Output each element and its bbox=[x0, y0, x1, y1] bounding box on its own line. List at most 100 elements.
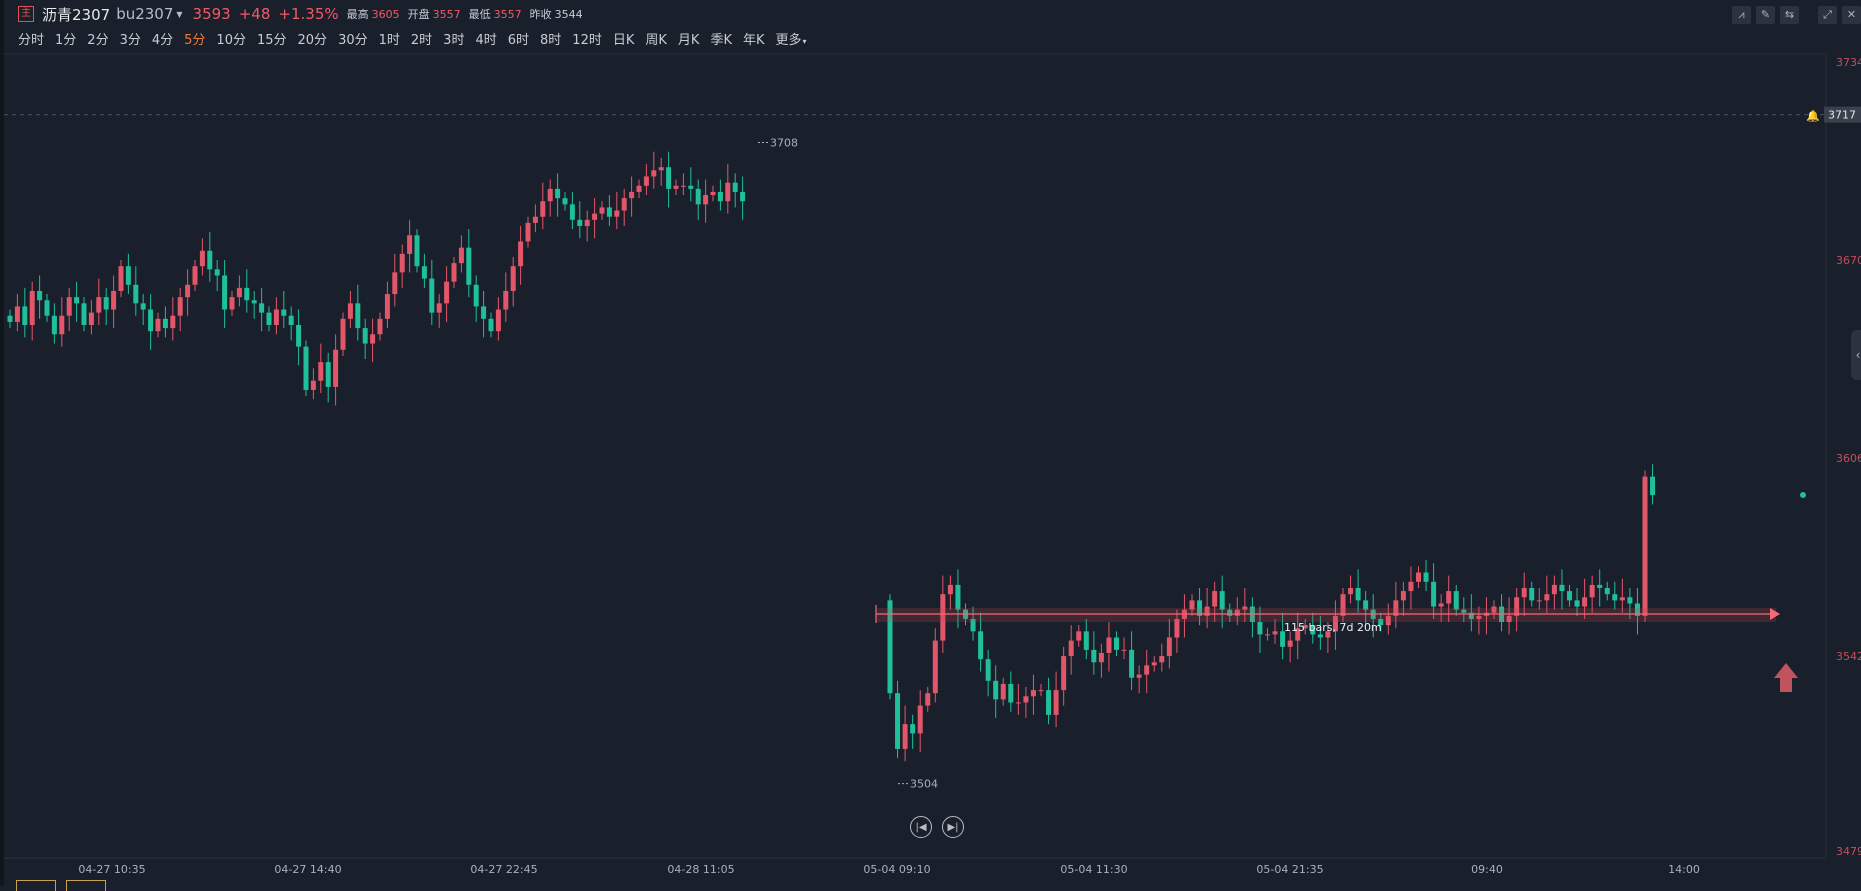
symbol-code[interactable]: bu2307 bbox=[116, 5, 174, 23]
seg1-candle[interactable] bbox=[399, 253, 405, 273]
seg2-candle[interactable] bbox=[1189, 600, 1195, 610]
seg1-candle[interactable] bbox=[74, 297, 80, 304]
seg1-candle[interactable] bbox=[555, 188, 561, 199]
seg1-candle[interactable] bbox=[481, 306, 487, 319]
seg1-candle[interactable] bbox=[192, 266, 198, 285]
seg1-candle[interactable] bbox=[7, 315, 13, 322]
seg1-candle[interactable] bbox=[29, 290, 35, 325]
side-panel-toggle[interactable]: ‹ bbox=[1851, 330, 1861, 380]
seg2-candle[interactable] bbox=[1582, 597, 1588, 607]
seg1-candle[interactable] bbox=[333, 349, 339, 387]
timeframe-0[interactable]: 分时 bbox=[18, 33, 45, 48]
seg1-candle[interactable] bbox=[495, 309, 501, 332]
close-icon[interactable]: ✕ bbox=[1842, 6, 1861, 24]
seg2-candle[interactable] bbox=[917, 705, 923, 734]
timeframe-13[interactable]: 4时 bbox=[475, 33, 497, 48]
seg2-candle[interactable] bbox=[970, 618, 976, 632]
timeframe-9[interactable]: 30分 bbox=[338, 33, 368, 48]
seg1-candle[interactable] bbox=[377, 318, 383, 335]
seg1-candle[interactable] bbox=[251, 300, 257, 304]
seg1-candle[interactable] bbox=[577, 219, 583, 226]
seg1-candle[interactable] bbox=[725, 182, 731, 202]
seg1-candle[interactable] bbox=[621, 198, 627, 211]
seg1-candle[interactable] bbox=[347, 303, 353, 319]
seg1-candle[interactable] bbox=[199, 250, 205, 267]
seg1-candle[interactable] bbox=[695, 188, 701, 205]
seg1-candle[interactable] bbox=[355, 303, 361, 329]
timeframe-5[interactable]: 5分 bbox=[184, 33, 206, 48]
seg1-candle[interactable] bbox=[407, 235, 413, 254]
seg1-candle[interactable] bbox=[303, 346, 309, 390]
seg1-candle[interactable] bbox=[473, 284, 479, 307]
seg2-candle[interactable] bbox=[1332, 615, 1338, 632]
seg2-candle[interactable] bbox=[978, 631, 984, 660]
seg2-candle[interactable] bbox=[1589, 584, 1595, 598]
seg1-candle[interactable] bbox=[37, 290, 43, 301]
timeframe-20[interactable]: 季K bbox=[710, 33, 732, 48]
chevron-down-icon[interactable]: ▼ bbox=[176, 9, 183, 19]
seg1-candle[interactable] bbox=[118, 266, 124, 291]
pencil-icon[interactable]: ✎ bbox=[1756, 6, 1775, 24]
seg1-candle[interactable] bbox=[96, 297, 102, 313]
seg2-candle[interactable] bbox=[1280, 631, 1286, 647]
seg1-candle[interactable] bbox=[643, 176, 649, 186]
seg1-candle[interactable] bbox=[525, 222, 531, 242]
seg1-candle[interactable] bbox=[125, 266, 131, 285]
seg2-candle[interactable] bbox=[1544, 594, 1550, 601]
timeframe-8[interactable]: 20分 bbox=[297, 33, 328, 48]
compare-icon[interactable]: ⇆ bbox=[1780, 6, 1799, 24]
seg2-candle[interactable] bbox=[1521, 588, 1527, 598]
seg2-candle[interactable] bbox=[1038, 690, 1044, 692]
seg2-candle[interactable] bbox=[895, 693, 901, 749]
seg1-candle[interactable] bbox=[214, 269, 220, 276]
seg2-candle[interactable] bbox=[1151, 662, 1157, 666]
seg1-candle[interactable] bbox=[680, 185, 686, 187]
seg1-candle[interactable] bbox=[310, 380, 316, 390]
seg1-candle[interactable] bbox=[296, 325, 302, 347]
seg1-candle[interactable] bbox=[51, 315, 57, 335]
seg2-candle[interactable] bbox=[1604, 588, 1610, 595]
seg2-candle[interactable] bbox=[1385, 615, 1391, 626]
seg1-candle[interactable] bbox=[592, 213, 598, 220]
seg1-candle[interactable] bbox=[503, 290, 509, 310]
seg2-candle[interactable] bbox=[947, 584, 953, 595]
seg1-candle[interactable] bbox=[14, 306, 20, 322]
seg2-candle[interactable] bbox=[887, 600, 893, 694]
seg1-candle[interactable] bbox=[222, 275, 228, 310]
seg2-candle[interactable] bbox=[1506, 615, 1512, 623]
seg2-candle[interactable] bbox=[1242, 606, 1248, 610]
seg1-candle[interactable] bbox=[666, 167, 672, 189]
timeframe-1[interactable]: 1分 bbox=[55, 33, 77, 48]
seg1-candle[interactable] bbox=[66, 297, 72, 316]
seg1-candle[interactable] bbox=[532, 216, 538, 223]
seg2-candle[interactable] bbox=[1393, 600, 1399, 616]
timeframe-7[interactable]: 15分 bbox=[256, 33, 287, 48]
seg2-candle[interactable] bbox=[1129, 649, 1135, 678]
timeframe-3[interactable]: 3分 bbox=[119, 33, 141, 48]
seg1-candle[interactable] bbox=[510, 266, 516, 291]
timeframe-10[interactable]: 1时 bbox=[378, 33, 400, 48]
seg2-candle[interactable] bbox=[1098, 652, 1104, 663]
seg2-candle[interactable] bbox=[1265, 634, 1270, 636]
seg2-candle[interactable] bbox=[1219, 591, 1225, 610]
seg1-candle[interactable] bbox=[325, 362, 331, 387]
seg2-candle[interactable] bbox=[1008, 683, 1014, 703]
timeframe-22[interactable]: 更多 bbox=[776, 29, 807, 48]
seg1-candle[interactable] bbox=[562, 198, 568, 205]
seg2-candle[interactable] bbox=[1453, 591, 1459, 610]
seg2-candle[interactable] bbox=[1114, 637, 1119, 650]
seg1-candle[interactable] bbox=[740, 191, 746, 202]
seg2-candle[interactable] bbox=[1634, 603, 1640, 616]
seg2-candle[interactable] bbox=[1234, 609, 1240, 616]
timeframe-18[interactable]: 周K bbox=[645, 33, 667, 48]
seg1-candle[interactable] bbox=[392, 272, 398, 295]
seg2-candle[interactable] bbox=[1642, 476, 1648, 616]
seg2-candle[interactable] bbox=[1121, 649, 1127, 651]
seg2-candle[interactable] bbox=[1015, 702, 1021, 704]
timeframe-15[interactable]: 8时 bbox=[540, 33, 562, 48]
seg2-candle[interactable] bbox=[1302, 625, 1308, 629]
seg1-candle[interactable] bbox=[22, 306, 28, 325]
seg1-candle[interactable] bbox=[259, 303, 265, 313]
seg2-candle[interactable] bbox=[1400, 591, 1406, 601]
